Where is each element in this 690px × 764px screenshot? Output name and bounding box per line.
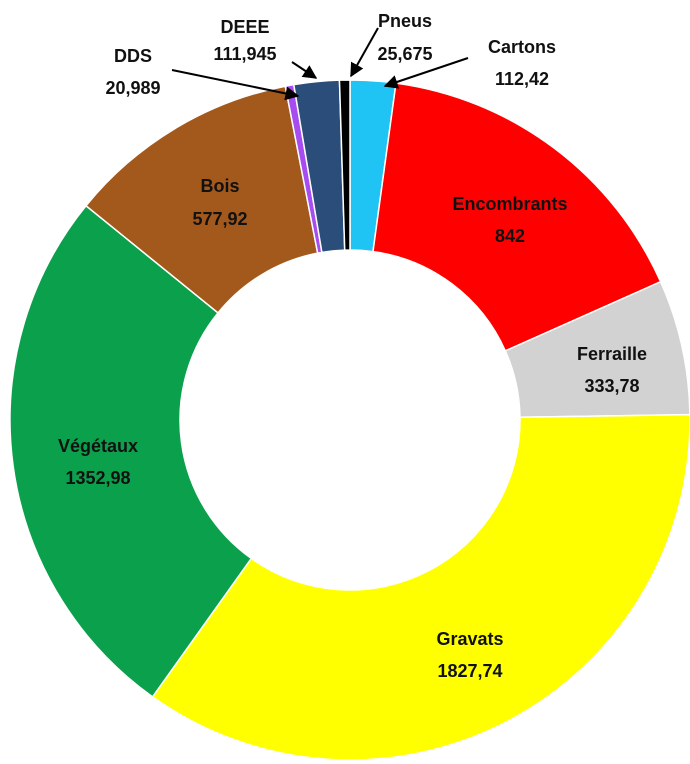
category-label: Cartons: [488, 37, 556, 57]
donut-segment: [151, 413, 690, 761]
leader-line: [383, 57, 469, 89]
data-label: 111,945: [213, 44, 276, 64]
category-label: Ferraille: [577, 344, 647, 364]
category-label: Gravats: [436, 629, 503, 649]
leader-line: [171, 69, 300, 101]
data-label: 842: [495, 226, 525, 246]
data-label: 25,675: [377, 44, 432, 64]
data-label: 20,989: [105, 78, 160, 98]
category-label: DDS: [114, 46, 152, 66]
donut-segment: [372, 82, 662, 352]
category-label: Pneus: [378, 11, 432, 31]
data-label: 112,42: [495, 69, 549, 89]
data-label: 1827,74: [437, 661, 502, 681]
category-label: Bois: [200, 176, 239, 196]
donut-segment: [84, 85, 319, 314]
data-label: 333,78: [584, 376, 639, 396]
donut-segment: [338, 79, 351, 251]
leader-line: [291, 61, 318, 79]
category-label: DEEE: [220, 17, 269, 37]
donut-segment: [9, 204, 253, 698]
category-label: Encombrants: [452, 194, 567, 214]
category-label: Végétaux: [58, 436, 138, 456]
leader-line: [350, 27, 379, 78]
data-label: 1352,98: [65, 468, 130, 488]
data-label: 577,92: [192, 209, 247, 229]
